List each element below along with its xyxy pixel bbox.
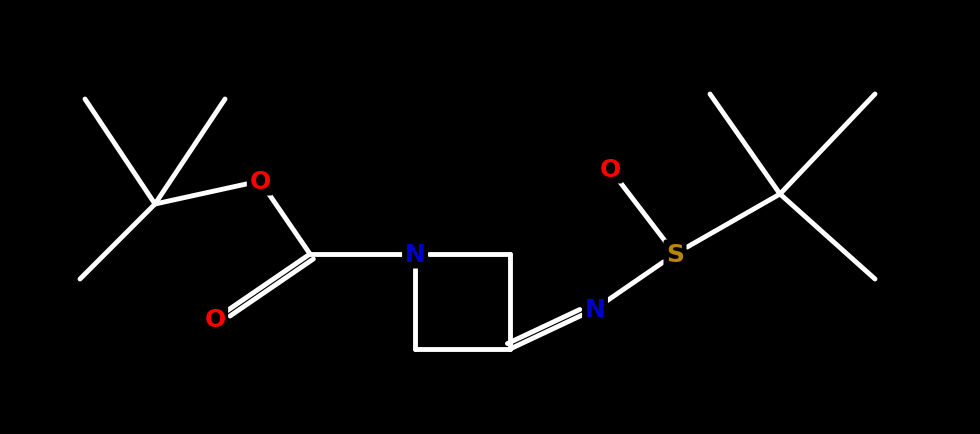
Text: N: N — [584, 297, 606, 321]
Text: S: S — [666, 243, 684, 266]
Text: O: O — [205, 307, 225, 331]
Text: O: O — [249, 170, 270, 194]
Text: O: O — [600, 158, 620, 181]
Text: N: N — [405, 243, 425, 266]
